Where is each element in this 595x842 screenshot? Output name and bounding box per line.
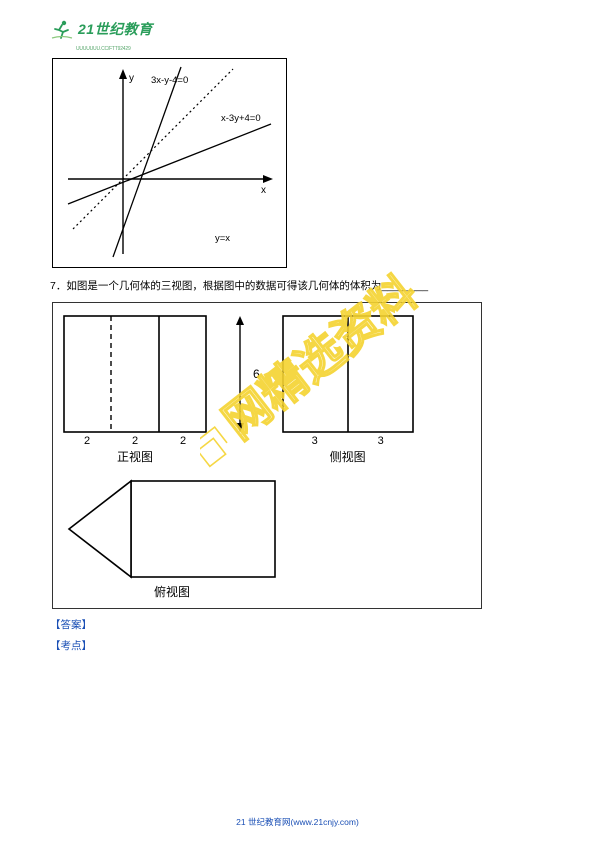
logo-text: 21世纪教育 [78, 19, 153, 39]
problem-rest: 积为________ [360, 280, 428, 292]
front-dim-2: 2 [111, 435, 159, 447]
line2-label: x-3y+4=0 [221, 113, 261, 124]
height-value: 6 [253, 367, 260, 381]
line-graph: y x y=x 3x-y-4=0 x-3y+4=0 [52, 58, 287, 268]
x-axis-label: x [261, 185, 266, 196]
y-axis-label: y [129, 73, 134, 84]
runner-icon [50, 18, 74, 40]
top-view: 俯视图 [67, 479, 471, 600]
side-view: 3 3 侧视图 [282, 315, 414, 465]
front-dim-3: 2 [159, 435, 207, 447]
top-view-label: 俯视图 [67, 583, 277, 600]
kaodian-label: 【考点】 [50, 638, 545, 653]
logo-subtext: UUUUUUU.CC/FTT92429 [76, 46, 545, 52]
problem-prefix: 7．如图是一个几何体的三视图，根据图中的数据可得该几何体的体 [50, 280, 360, 292]
front-view-label: 正视图 [63, 448, 207, 465]
side-view-label: 侧视图 [282, 448, 414, 465]
side-dim-1: 3 [282, 435, 348, 447]
line-yx-label: y=x [215, 233, 230, 244]
front-dim-1: 2 [63, 435, 111, 447]
front-view: 2 2 2 正视图 [63, 315, 207, 465]
side-dim-2: 3 [348, 435, 414, 447]
height-indicator: 6 [229, 315, 260, 433]
problem-text: 7．如图是一个几何体的三视图，根据图中的数据可得该几何体的体积为________ [50, 278, 545, 296]
line1-label: 3x-y-4=0 [151, 75, 188, 86]
three-views-figure: 2 2 2 正视图 6 3 3 侧视图 [52, 302, 482, 609]
page-footer: 21 世纪教育网(www.21cnjy.com) [0, 816, 595, 828]
site-logo: 21世纪教育 [50, 18, 545, 40]
answer-label: 【答案】 [50, 617, 545, 632]
